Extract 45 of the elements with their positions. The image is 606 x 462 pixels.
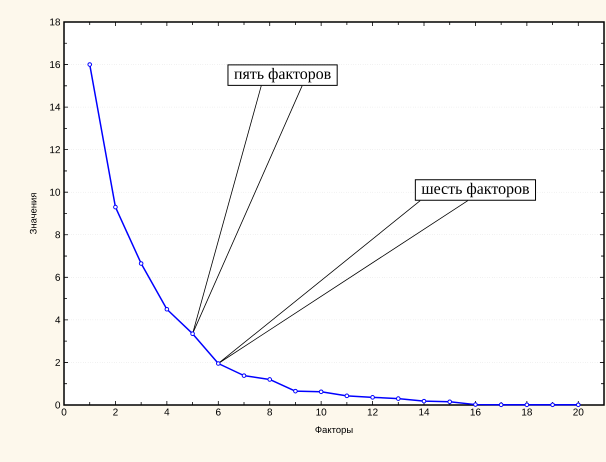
x-tick-label: 2 [113, 408, 118, 416]
point [498, 402, 504, 408]
y-tick-label: 0 [55, 401, 60, 409]
x-tick-label: 16 [470, 408, 481, 416]
point [524, 402, 530, 408]
point [396, 396, 401, 401]
y-tick-label: 6 [55, 274, 60, 281]
point [113, 204, 118, 210]
point [550, 402, 555, 408]
point [216, 361, 221, 366]
x-tick-label: 12 [368, 408, 378, 416]
x-tick-label: 14 [419, 408, 430, 416]
y-tick-label: 4 [55, 316, 60, 324]
point [473, 402, 478, 407]
x-tick-label: 4 [164, 408, 170, 416]
annotation: пять факторов [234, 68, 331, 82]
y-tick-label: 16 [50, 61, 60, 68]
point [164, 306, 170, 312]
y-tick-label: 12 [50, 146, 60, 154]
y-axis-title: Значения [30, 193, 37, 234]
x-tick-label: 6 [216, 408, 221, 416]
y-tick-label: 10 [50, 188, 60, 196]
point [370, 395, 375, 400]
x-tick-label: 8 [267, 408, 272, 416]
point [344, 394, 350, 398]
point [138, 261, 144, 266]
point [422, 398, 426, 404]
point [447, 400, 452, 404]
x-tick-label: 0 [62, 408, 66, 416]
point [576, 402, 581, 408]
y-tick-label: 2 [55, 358, 60, 366]
point [293, 388, 298, 394]
annotation: шесть факторов [422, 182, 529, 198]
x-axis-title: Факторы [315, 426, 352, 435]
point [242, 373, 246, 378]
point [190, 331, 195, 336]
point [87, 62, 92, 67]
y-tick-label: 18 [50, 18, 60, 26]
x-tick-label: 20 [573, 408, 584, 416]
y-tick-label: 14 [50, 104, 60, 111]
x-tick-label: 18 [522, 408, 532, 416]
point [267, 377, 272, 382]
point [318, 390, 324, 394]
y-tick-label: 8 [55, 231, 60, 238]
x-tick-label: 10 [316, 408, 326, 416]
